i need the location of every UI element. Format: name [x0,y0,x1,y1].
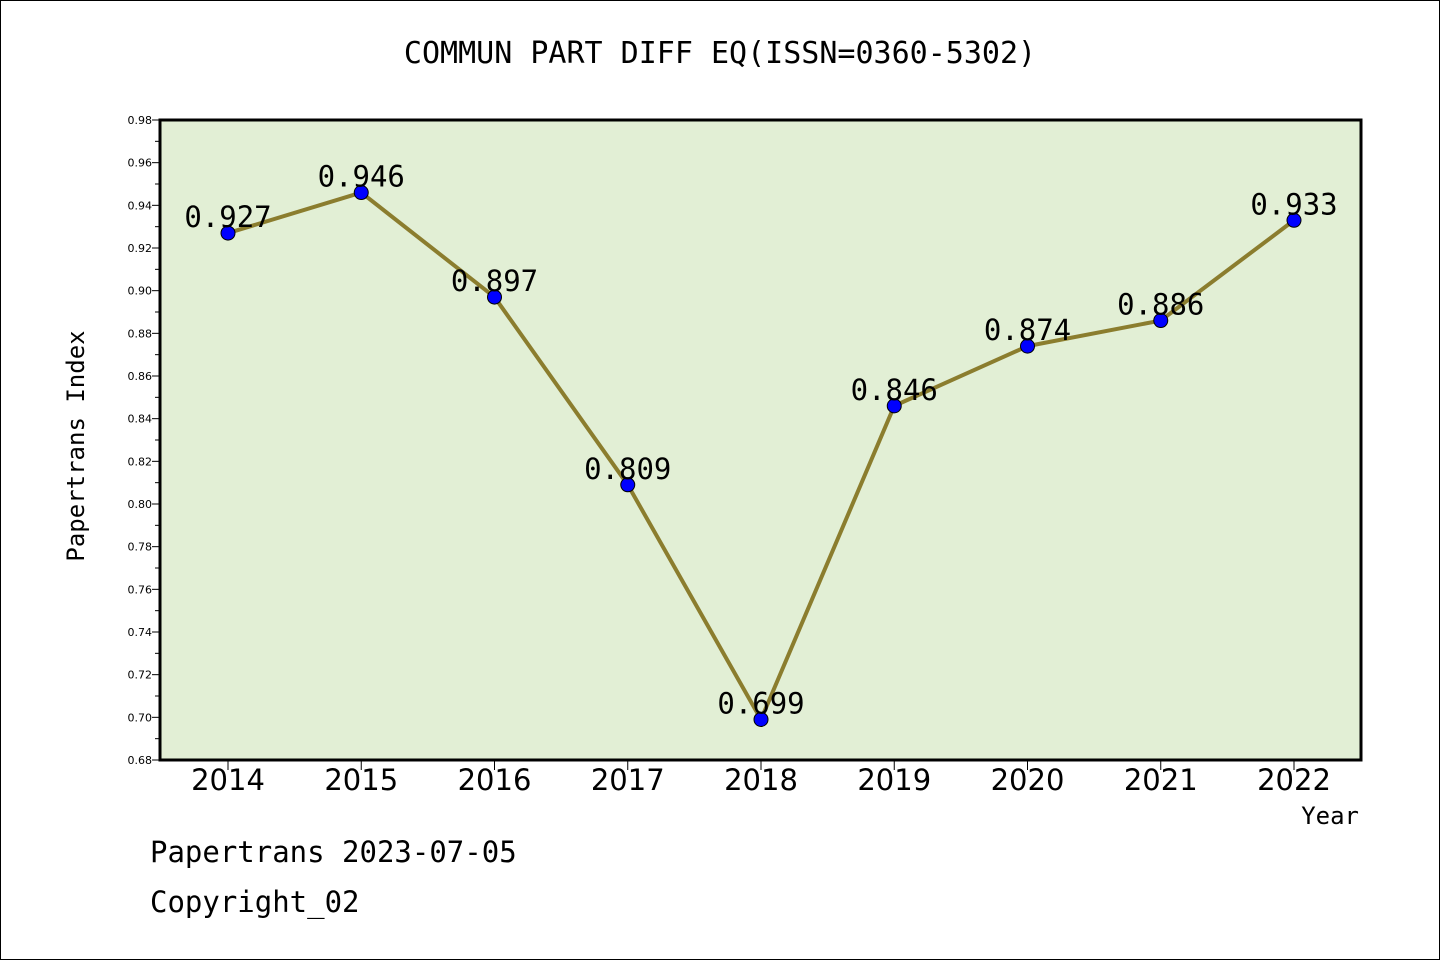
x-axis-label: Year [1301,802,1359,830]
y-tick-label: 0.68 [128,754,153,767]
x-tick-label: 2019 [857,763,931,797]
y-tick-label: 0.70 [128,711,153,724]
y-tick-label: 0.84 [128,413,153,426]
data-point [1020,338,1035,354]
data-label: 0.927 [184,200,271,234]
y-tick-label: 0.80 [128,498,153,511]
x-tick-label: 2016 [458,763,532,797]
x-tick-label: 2018 [724,763,798,797]
data-label: 0.897 [451,264,538,298]
x-tick-label: 2014 [191,763,265,797]
x-tick-label: 2020 [991,763,1065,797]
y-tick-label: 0.88 [128,327,153,340]
data-label: 0.886 [1117,288,1204,322]
data-label: 0.809 [584,452,671,486]
x-tick-label: 2015 [324,763,398,797]
y-axis-label: Papertrans Index [62,330,90,561]
y-tick-label: 0.76 [128,583,153,596]
y-tick-label: 0.94 [128,199,153,212]
data-label: 0.946 [318,160,405,194]
data-point [753,711,769,727]
y-tick-label: 0.72 [128,669,153,682]
data-point [1153,313,1169,329]
data-label: 0.699 [717,686,804,720]
y-tick-label: 0.90 [128,285,153,298]
series-markers [220,185,1302,727]
data-point [353,185,369,201]
x-axis: 2014 2015 2016 2017 2018 2019 2020 2021 2022 [191,760,1331,797]
chart-title: COMMUN PART DIFF EQ(ISSN=0360-5302) [403,36,1037,71]
data-point [487,289,502,305]
y-tick-label: 0.86 [128,370,153,383]
data-point [886,398,902,414]
footer-copyright: Copyright_02 [150,885,360,919]
y-tick-label: 0.98 [128,114,153,127]
y-tick-label: 0.92 [128,242,153,255]
data-label: 0.846 [851,373,938,407]
data-label: 0.933 [1250,187,1337,221]
data-point [1286,212,1302,228]
plot-area [158,118,1363,762]
data-labels: 0.927 0.946 0.897 0.809 0.699 0.846 0.874 0.886… [184,160,1337,721]
x-tick-label: 2021 [1124,763,1198,797]
y-tick-label: 0.78 [128,541,153,554]
y-axis: 0.68 0.70 0.72 0.74 0.76 0.78 0.80 0.82 0.84 0.86… [128,114,160,767]
data-point [620,477,636,493]
data-point [220,225,236,241]
y-tick-label: 0.96 [128,157,153,170]
data-label: 0.874 [984,313,1071,347]
footer-date: Papertrans 2023-07-05 [150,835,517,869]
x-tick-label: 2022 [1257,763,1331,797]
y-tick-label: 0.82 [128,455,153,468]
x-tick-label: 2017 [591,763,665,797]
y-tick-label: 0.74 [128,626,153,639]
